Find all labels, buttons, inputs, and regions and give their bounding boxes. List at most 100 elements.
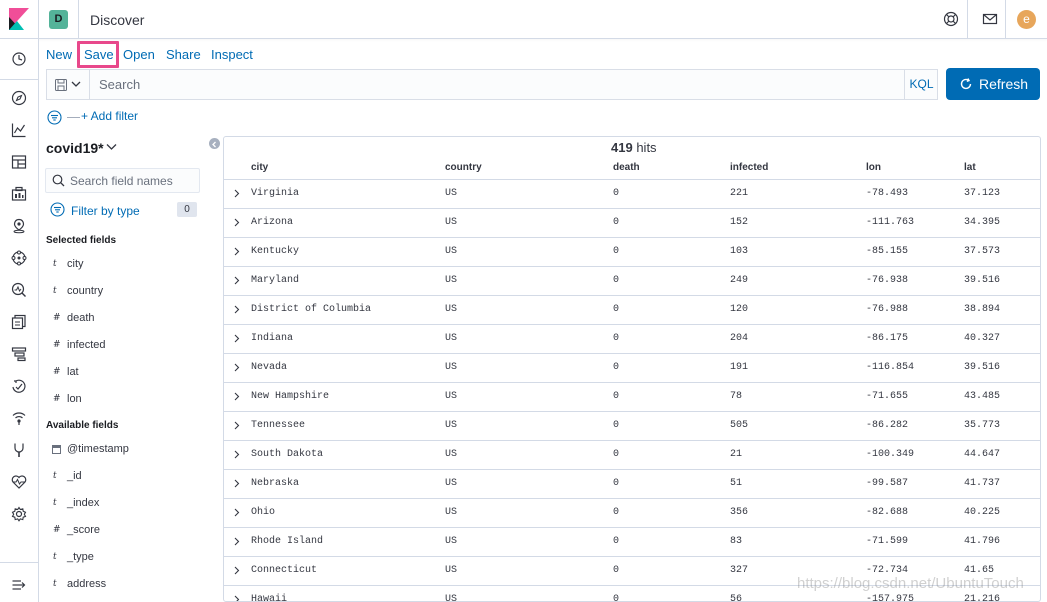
string-type-icon: t — [53, 552, 57, 562]
saved-query-button[interactable] — [47, 70, 90, 99]
table-cell: -86.282 — [866, 420, 909, 431]
chevron-right-icon[interactable] — [232, 247, 241, 256]
number-type-icon: # — [53, 340, 61, 350]
column-header[interactable]: country — [445, 162, 482, 173]
chevron-down-icon[interactable] — [106, 143, 117, 151]
chevron-left-icon — [212, 141, 216, 148]
column-header[interactable]: infected — [730, 162, 769, 173]
help-icon[interactable] — [943, 11, 959, 27]
table-cell: 0 — [613, 478, 620, 489]
field-item[interactable]: # infected — [46, 338, 206, 356]
index-pattern-selector[interactable]: covid19* — [46, 140, 104, 156]
table-cell: US — [445, 217, 458, 228]
field-item[interactable]: # lat — [46, 365, 206, 383]
save-link[interactable]: Save — [84, 47, 114, 62]
chevron-right-icon[interactable] — [232, 363, 241, 372]
chevron-right-icon[interactable] — [232, 218, 241, 227]
search-icon — [52, 174, 65, 187]
share-link[interactable]: Share — [166, 47, 201, 62]
chevron-right-icon[interactable] — [232, 479, 241, 488]
table-cell: US — [445, 333, 458, 344]
kibana-logo-icon[interactable] — [9, 8, 29, 30]
string-type-icon: t — [53, 286, 57, 296]
dashboard-icon[interactable] — [11, 154, 27, 170]
filter-options-icon[interactable] — [47, 110, 62, 125]
field-item[interactable]: t country — [46, 284, 206, 302]
chevron-right-icon[interactable] — [232, 566, 241, 575]
siem-icon[interactable] — [11, 410, 27, 426]
refresh-button[interactable]: Refresh — [946, 68, 1040, 100]
apm-icon[interactable] — [11, 346, 27, 362]
dev-tools-icon[interactable] — [11, 442, 27, 458]
field-item[interactable]: @timestamp — [46, 442, 206, 460]
column-header[interactable]: city — [251, 162, 269, 173]
top-header: D Discover e — [0, 0, 1047, 39]
field-item[interactable]: # death — [46, 311, 206, 329]
table-cell: 0 — [613, 507, 620, 518]
number-type-icon: # — [53, 313, 61, 323]
chevron-right-icon[interactable] — [232, 450, 241, 459]
field-item[interactable]: # _score — [46, 523, 206, 541]
collapse-menu-icon[interactable] — [11, 577, 27, 593]
logs-icon[interactable] — [11, 314, 27, 330]
visualize-icon[interactable] — [11, 122, 27, 138]
monitoring-icon[interactable] — [11, 474, 27, 490]
uptime-icon[interactable] — [11, 378, 27, 394]
field-item[interactable]: t _type — [46, 550, 206, 568]
field-item[interactable]: t _id — [46, 469, 206, 487]
column-header[interactable]: lat — [964, 162, 976, 173]
field-name: lat — [67, 366, 79, 378]
table-cell: 39.516 — [964, 362, 1001, 373]
new-link[interactable]: New — [46, 47, 73, 62]
field-search-input[interactable] — [70, 173, 195, 189]
chevron-right-icon[interactable] — [232, 189, 241, 198]
chevron-right-icon[interactable] — [232, 537, 241, 546]
chevron-right-icon[interactable] — [232, 305, 241, 314]
column-header[interactable]: death — [613, 162, 640, 173]
inspect-link[interactable]: Inspect — [211, 47, 253, 62]
column-header[interactable]: lon — [866, 162, 881, 173]
table-cell: 249 — [730, 275, 749, 286]
chevron-right-icon[interactable] — [232, 334, 241, 343]
clock-icon[interactable] — [11, 51, 27, 67]
table-cell: 34.395 — [964, 217, 1001, 228]
field-name: country — [67, 285, 104, 297]
discover-compass-icon[interactable] — [11, 90, 27, 106]
page-title: Discover — [90, 12, 145, 28]
chevron-right-icon[interactable] — [232, 508, 241, 517]
table-cell: 37.123 — [964, 188, 1001, 199]
chevron-right-icon[interactable] — [232, 595, 241, 602]
mail-icon[interactable] — [982, 11, 998, 27]
open-link[interactable]: Open — [123, 47, 155, 62]
field-item[interactable]: t city — [46, 257, 206, 275]
string-type-icon: t — [53, 579, 57, 589]
chevron-right-icon[interactable] — [232, 276, 241, 285]
add-filter-button[interactable]: + Add filter — [81, 109, 139, 123]
maps-icon[interactable] — [11, 218, 27, 234]
query-language-button[interactable]: KQL — [904, 70, 938, 99]
management-gear-icon[interactable] — [11, 506, 27, 522]
available-fields-title: Available fields — [46, 420, 119, 431]
table-cell: -157.975 — [866, 594, 915, 602]
collapse-sidebar-button[interactable] — [209, 138, 220, 149]
chevron-right-icon[interactable] — [232, 421, 241, 430]
filter-by-type-button[interactable]: Filter by type — [50, 202, 140, 220]
canvas-icon[interactable] — [11, 186, 27, 202]
space-avatar[interactable]: D — [49, 10, 68, 29]
metrics-icon[interactable] — [11, 282, 27, 298]
table-cell: US — [445, 420, 458, 431]
table-row: District of Columbia US 0 120 -76.988 38.894 — [224, 296, 1040, 325]
chevron-right-icon[interactable] — [232, 392, 241, 401]
field-item[interactable]: t address — [46, 577, 206, 595]
field-item[interactable]: # lon — [46, 392, 206, 410]
table-cell: 327 — [730, 565, 749, 576]
user-avatar[interactable]: e — [1017, 10, 1036, 29]
table-cell: Indiana — [251, 333, 294, 344]
search-input[interactable] — [91, 70, 904, 99]
field-item[interactable]: t _index — [46, 496, 206, 514]
table-cell: -78.493 — [866, 188, 909, 199]
table-cell: 83 — [730, 536, 743, 547]
ml-icon[interactable] — [11, 250, 27, 266]
table-row: Rhode Island US 0 83 -71.599 41.796 — [224, 528, 1040, 557]
table-cell: US — [445, 565, 458, 576]
